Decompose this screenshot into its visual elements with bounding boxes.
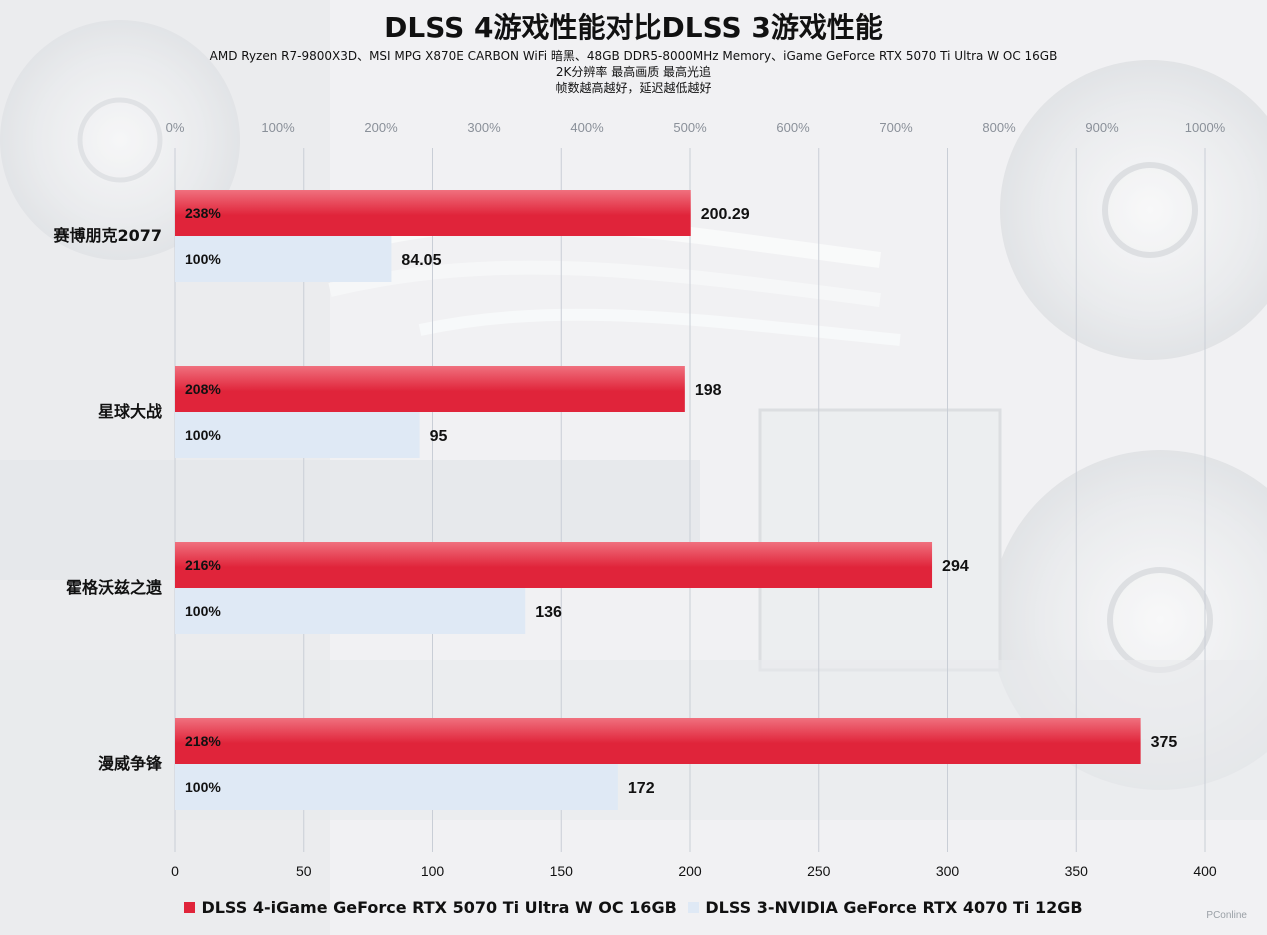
x-tick-label-bottom: 100 <box>421 863 445 879</box>
bar-dlss3 <box>175 588 526 634</box>
x-tick-label-top: 100% <box>261 120 295 135</box>
bar-value-label: 95 <box>430 428 448 445</box>
x-tick-label-top: 900% <box>1085 120 1119 135</box>
bar-value-label: 172 <box>628 780 655 797</box>
chart-subtitle-line-2: 2K分辨率 最高画质 最高光追 <box>555 65 712 79</box>
x-tick-label-bottom: 0 <box>171 863 179 879</box>
bar-value-label: 200.29 <box>701 206 750 223</box>
x-tick-label-bottom: 200 <box>678 863 702 879</box>
bar-percent-label: 100% <box>185 603 221 619</box>
legend-item-dlss4: DLSS 4-iGame GeForce RTX 5070 Ti Ultra W… <box>184 898 677 917</box>
bar-value-label: 136 <box>535 604 562 621</box>
legend-swatch-dlss3 <box>688 902 700 913</box>
category-label: 赛博朋克2077 <box>52 226 162 245</box>
x-tick-label-bottom: 150 <box>550 863 574 879</box>
x-tick-label-bottom: 50 <box>296 863 312 879</box>
bar-dlss3 <box>175 236 392 282</box>
chart-subtitle-line-3: 帧数越高越好，延迟越低越好 <box>555 81 712 95</box>
x-tick-label-top: 200% <box>364 120 398 135</box>
legend-item-dlss3: DLSS 3-NVIDIA GeForce RTX 4070 Ti 12GB <box>688 898 1083 917</box>
legend-label-dlss3: DLSS 3-NVIDIA GeForce RTX 4070 Ti 12GB <box>705 898 1083 917</box>
x-tick-label-top: 400% <box>570 120 604 135</box>
chart-title: DLSS 4游戏性能对比DLSS 3游戏性能 <box>384 11 883 44</box>
category-label: 星球大战 <box>98 402 162 421</box>
x-tick-label-top: 800% <box>982 120 1016 135</box>
bar-percent-label: 216% <box>185 557 221 573</box>
x-tick-label-bottom: 300 <box>936 863 960 879</box>
bar-percent-label: 100% <box>185 427 221 443</box>
bar-dlss4 <box>175 366 685 412</box>
bar-percent-label: 238% <box>185 205 221 221</box>
bar-dlss4 <box>175 718 1141 764</box>
bar-value-label: 294 <box>942 558 969 575</box>
bar-value-label: 375 <box>1151 734 1178 751</box>
x-tick-label-top: 600% <box>776 120 810 135</box>
x-tick-label-top: 0% <box>166 120 185 135</box>
x-tick-label-top: 700% <box>879 120 913 135</box>
bar-percent-label: 100% <box>185 779 221 795</box>
bar-dlss4 <box>175 190 691 236</box>
category-label: 漫威争锋 <box>98 754 163 773</box>
x-tick-label-bottom: 350 <box>1065 863 1089 879</box>
bar-value-label: 198 <box>695 382 722 399</box>
bar-percent-label: 208% <box>185 381 221 397</box>
legend-label-dlss4: DLSS 4-iGame GeForce RTX 5070 Ti Ultra W… <box>201 898 677 917</box>
bar-value-label: 84.05 <box>401 252 441 269</box>
bar-percent-label: 100% <box>185 251 221 267</box>
x-tick-label-top: 300% <box>467 120 501 135</box>
x-tick-label-top: 1000% <box>1185 120 1226 135</box>
x-tick-label-bottom: 400 <box>1193 863 1217 879</box>
legend-swatch-dlss4 <box>184 902 196 913</box>
bar-dlss4 <box>175 542 933 588</box>
watermark: PConline <box>1206 910 1247 921</box>
x-tick-label-top: 500% <box>673 120 707 135</box>
category-label: 霍格沃兹之遗 <box>66 578 162 597</box>
bar-dlss3 <box>175 764 618 810</box>
bar-dlss3 <box>175 412 420 458</box>
chart-subtitle-line-1: AMD Ryzen R7-9800X3D、MSI MPG X870E CARBO… <box>209 49 1058 63</box>
bar-percent-label: 218% <box>185 733 221 749</box>
x-tick-label-bottom: 250 <box>807 863 831 879</box>
legend: DLSS 4-iGame GeForce RTX 5070 Ti Ultra W… <box>0 898 1267 917</box>
